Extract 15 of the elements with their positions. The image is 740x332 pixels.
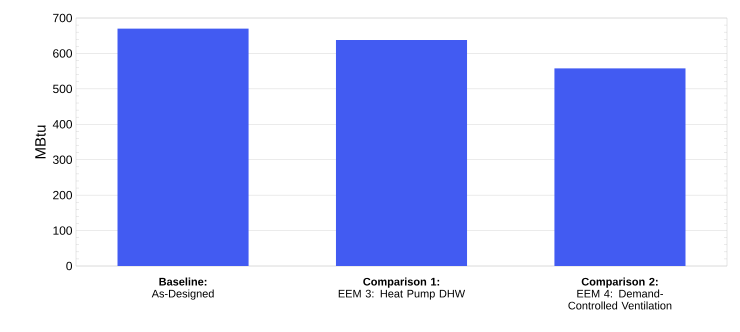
y-tick-label: 200 — [53, 190, 72, 200]
y-tick-label: 700 — [53, 14, 72, 22]
x-tick-label: Comparison 2: EEM 4: Demand-Controlled Ventilation — [568, 278, 672, 310]
bar — [554, 68, 686, 266]
y-tick-label: 400 — [52, 120, 72, 129]
y-tick-label: 0 — [66, 262, 72, 270]
y-axis-title: MBtu — [35, 126, 46, 158]
bar — [118, 28, 249, 266]
bar — [336, 40, 468, 266]
y-tick-label: 500 — [53, 84, 72, 94]
x-tick-label: Baseline: As-Designed — [152, 278, 214, 300]
y-tick-label: 100 — [53, 226, 72, 235]
x-tick-label: Comparison 1: EEM 3: Heat Pump DHW — [338, 278, 466, 300]
y-tick-label: 300 — [52, 155, 72, 164]
y-tick-label: 600 — [53, 49, 72, 58]
